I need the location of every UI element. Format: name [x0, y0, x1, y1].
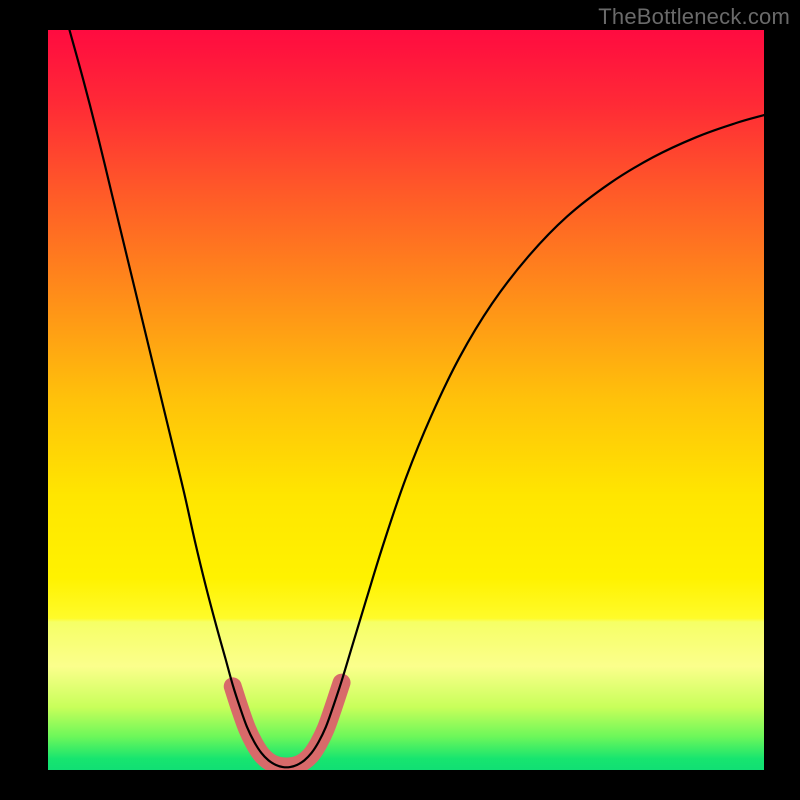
- chart-stage: TheBottleneck.com: [0, 0, 800, 800]
- chart-svg: [0, 0, 800, 800]
- plot-background: [48, 30, 764, 770]
